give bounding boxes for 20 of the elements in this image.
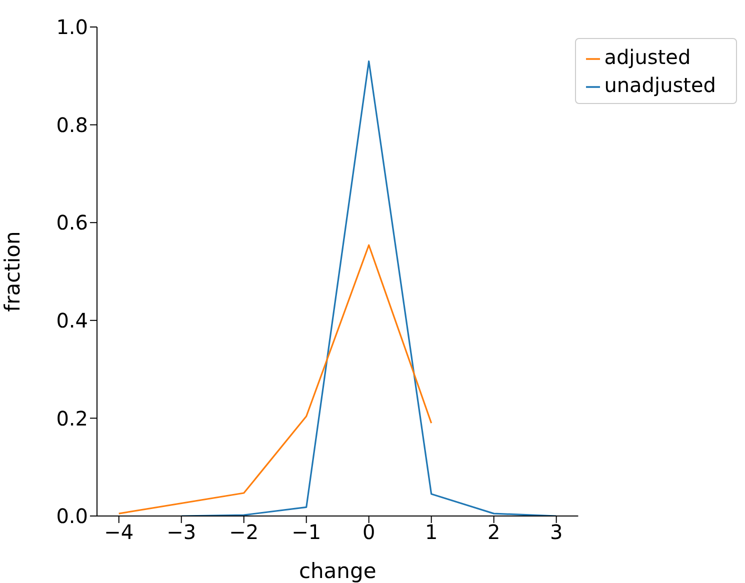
- x-tick-label: 3: [550, 520, 563, 544]
- y-tick-label: 1.0: [56, 15, 88, 40]
- line-series: [180, 60, 558, 516]
- x-tick-label: −3: [166, 520, 196, 544]
- y-tick-label: 0.0: [56, 504, 88, 528]
- x-tick-label: −2: [229, 520, 259, 544]
- y-tick-label: 0.8: [56, 112, 88, 137]
- x-tick-label: 0: [362, 520, 376, 544]
- x-axis-title: change: [298, 559, 376, 583]
- x-tick-label: 1: [424, 520, 438, 544]
- line-series: [118, 244, 432, 514]
- y-tick-label: 0.2: [56, 406, 88, 430]
- legend-label: adjusted: [604, 45, 691, 69]
- y-axis-title: fraction: [0, 231, 24, 312]
- x-tick-label: −4: [104, 520, 134, 544]
- legend-label: unadjusted: [604, 73, 716, 97]
- x-tick-label: −1: [292, 520, 322, 544]
- x-tick-label: 2: [487, 520, 500, 544]
- y-tick-label: 0.4: [56, 308, 88, 332]
- y-tick-label: 0.6: [56, 210, 88, 235]
